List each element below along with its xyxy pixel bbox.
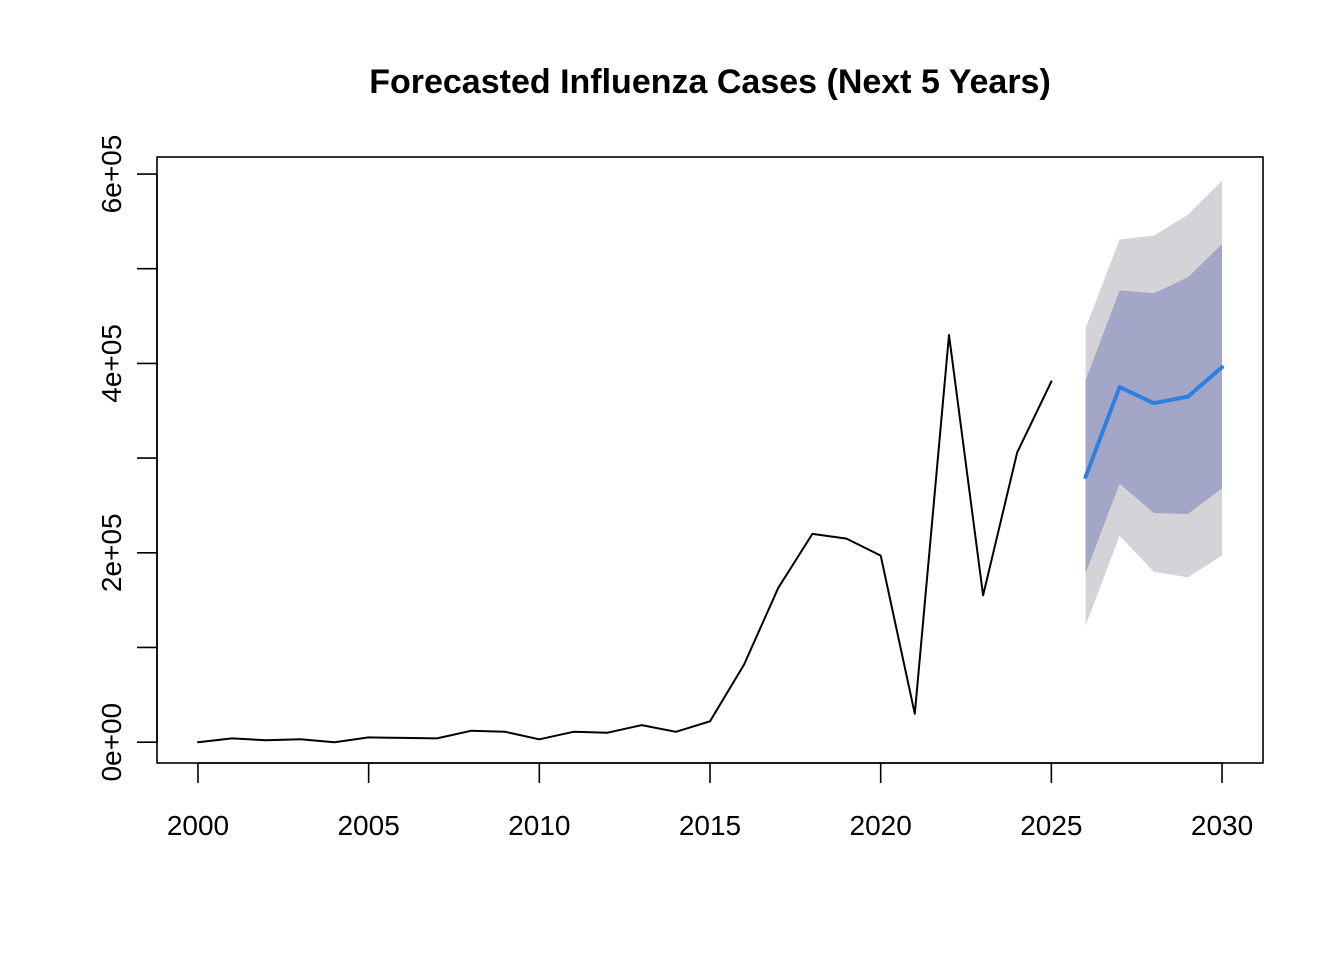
inner-interval-band <box>1085 244 1222 574</box>
observed-series-line <box>197 334 1053 744</box>
series-lines <box>197 334 1224 744</box>
y-tick-label: 0e+00 <box>96 703 127 782</box>
x-tick-label: 2020 <box>850 810 912 841</box>
chart-title: Forecasted Influenza Cases (Next 5 Years… <box>369 63 1051 101</box>
y-tick-label: 6e+05 <box>96 135 127 214</box>
x-tick-label: 2005 <box>337 810 399 841</box>
y-tick-label: 4e+05 <box>96 324 127 403</box>
x-tick-label: 2030 <box>1191 810 1253 841</box>
forecast-series-line <box>1083 365 1224 479</box>
y-tick-label: 2e+05 <box>96 513 127 592</box>
x-tick-label: 2010 <box>508 810 570 841</box>
x-tick-label: 2015 <box>679 810 741 841</box>
x-tick-label: 2025 <box>1020 810 1082 841</box>
plot-frame <box>156 156 1264 764</box>
axes: 2000 2005 2010 2015 2020 2025 2030 0e+00 2e+05 4e… <box>96 135 1253 841</box>
x-tick-label: 2000 <box>167 810 229 841</box>
